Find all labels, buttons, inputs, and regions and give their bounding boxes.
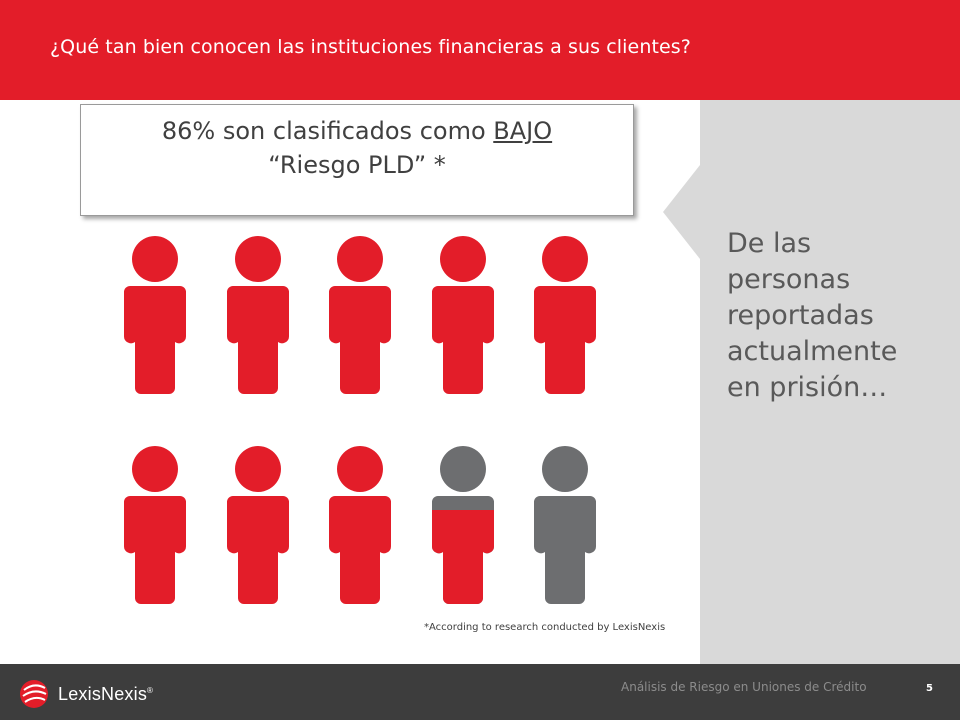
logo-registered-mark: ®: [147, 686, 154, 695]
logo-wordmark: LexisNexis®: [58, 684, 153, 705]
callout-pointer: [663, 165, 700, 259]
lexisnexis-logo: LexisNexis®: [18, 678, 178, 710]
logo-text: LexisNexis: [58, 684, 148, 704]
callout-text: De las personas reportadas actualmente e…: [727, 228, 898, 403]
lexisnexis-globe-icon: [20, 680, 48, 708]
person-icon: [327, 236, 393, 396]
footnote: *According to research conducted by Lexi…: [424, 622, 666, 633]
person-icon: [225, 446, 291, 606]
person-icon: [225, 236, 291, 396]
person-icon: [327, 446, 393, 606]
statistic-box: 86% son clasificados como BAJO “Riesgo P…: [80, 104, 634, 216]
person-icon: [122, 446, 188, 606]
statistic-line-1: 86% son clasificados como BAJO: [81, 117, 633, 145]
person-icon: [532, 446, 598, 606]
page-title: ¿Qué tan bien conocen las instituciones …: [50, 36, 691, 58]
footer-caption: Análisis de Riesgo en Uniones de Crédito: [621, 680, 867, 694]
person-icon: [532, 236, 598, 396]
statistic-prefix: 86% son clasificados como: [161, 117, 494, 145]
page-number: 5: [926, 683, 933, 694]
statistic-emphasis: BAJO: [493, 117, 553, 145]
title-bar: ¿Qué tan bien conocen las instituciones …: [0, 0, 960, 100]
statistic-line-2: “Riesgo PLD” *: [268, 151, 446, 179]
person-icon: [430, 446, 496, 606]
person-icon: [122, 236, 188, 396]
callout-panel: [700, 100, 960, 664]
person-icon: [430, 236, 496, 396]
footer-bar: [0, 664, 960, 720]
